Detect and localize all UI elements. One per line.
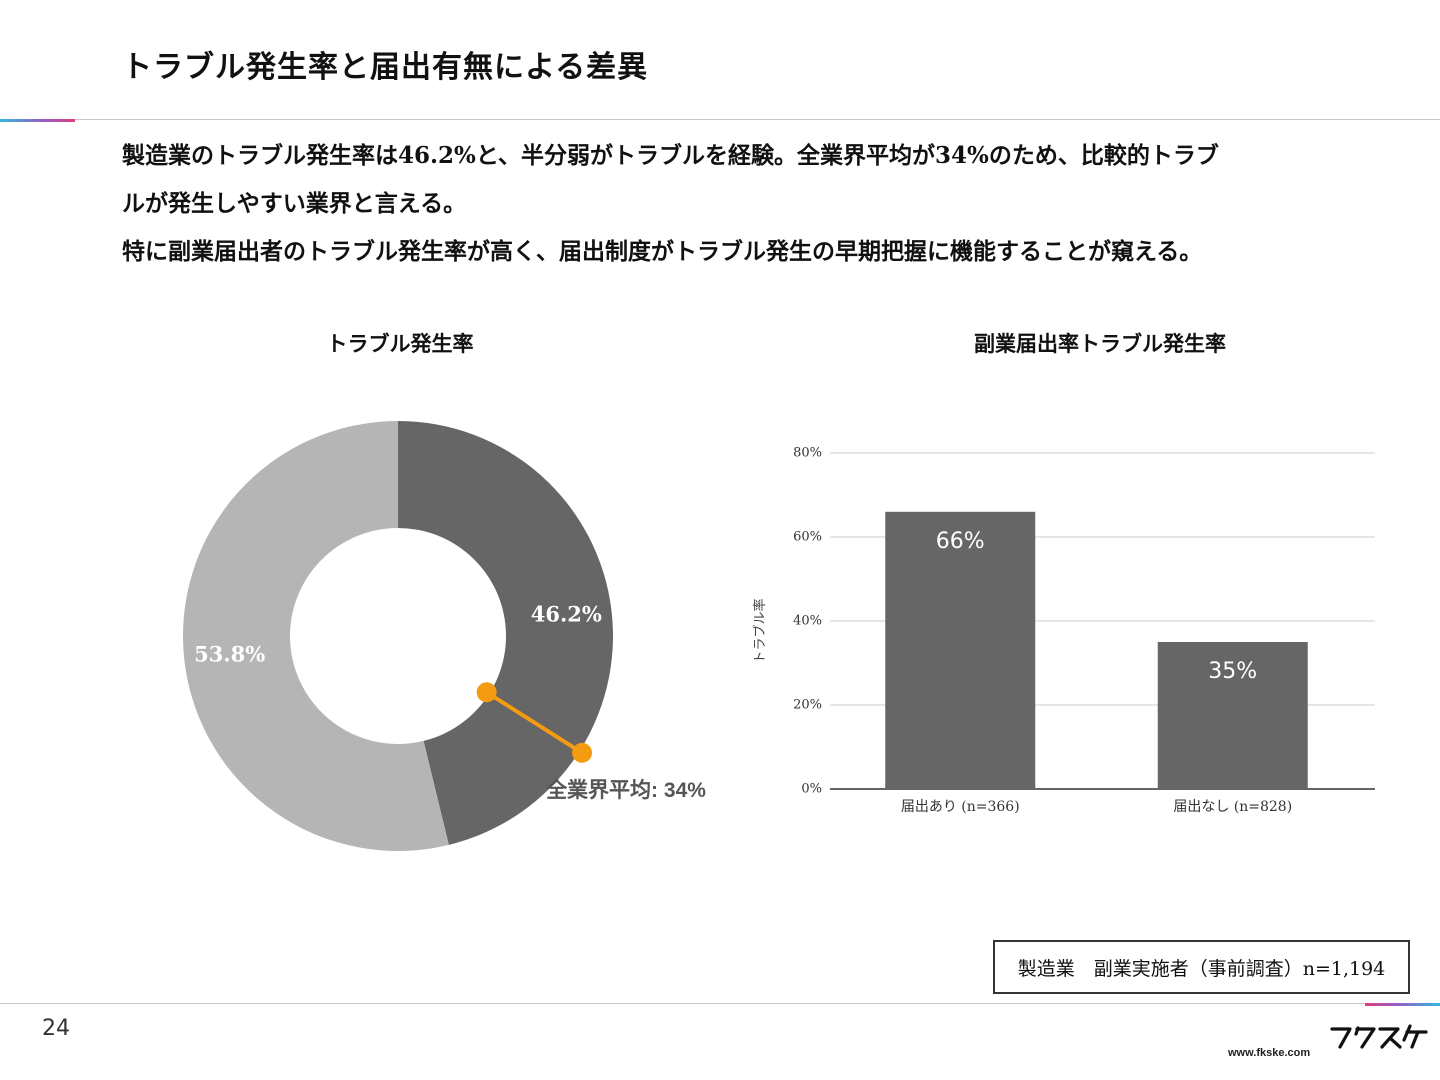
bar-chart-title: 副業届出率トラブル発生率 — [974, 331, 1226, 356]
y-axis-label: トラブル率 — [752, 598, 768, 663]
donut-chart-title: トラブル発生率 — [326, 331, 474, 356]
footer-divider — [0, 1003, 1440, 1004]
bar-value-label: 66% — [936, 529, 985, 554]
y-tick-label: 40% — [793, 614, 822, 629]
summary-line: 特に副業届出者のトラブル発生率が高く、届出制度がトラブル発生の早期把握に機能する… — [122, 238, 1203, 265]
slide-title: トラブル発生率と届出有無による差異 — [122, 50, 649, 85]
header-divider — [0, 119, 1440, 120]
average-marker-dot — [572, 742, 593, 763]
header-divider-accent — [0, 119, 75, 122]
sample-note: 製造業 副業実施者（事前調査）n=1,194 — [993, 940, 1410, 994]
y-tick-label: 80% — [793, 446, 822, 461]
fukusuke-logo-icon — [1330, 1024, 1428, 1049]
y-tick-label: 60% — [793, 530, 822, 545]
summary-text: 製造業のトラブル発生率は46.2%と、半分弱がトラブルを経験。全業界平均が34%… — [122, 132, 1362, 276]
bar-value-label: 35% — [1208, 659, 1257, 684]
bar — [885, 511, 1036, 789]
footer-divider-accent — [1365, 1003, 1440, 1006]
y-tick-label: 20% — [793, 698, 822, 713]
average-marker-line — [485, 690, 584, 755]
average-marker-label: 全業界平均: 34% — [545, 778, 706, 802]
site-url: www.fkske.com — [1228, 1047, 1311, 1059]
page-number: 24 — [42, 1016, 70, 1041]
donut-slice — [182, 421, 449, 852]
x-category-label: 届出あり (n=366) — [901, 799, 1020, 815]
bar — [1157, 642, 1308, 789]
x-category-label: 届出なし (n=828) — [1173, 799, 1292, 815]
average-marker-dot — [476, 682, 497, 703]
summary-line: 製造業のトラブル発生率は46.2%と、半分弱がトラブルを経験。全業界平均が34%… — [122, 142, 1219, 169]
summary-line: ルが発生しやすい業界と言える。 — [122, 190, 467, 217]
y-tick-label: 0% — [801, 782, 822, 797]
donut-slice-label: 53.8% — [194, 642, 265, 667]
donut-slice-label: 46.2% — [531, 601, 602, 626]
